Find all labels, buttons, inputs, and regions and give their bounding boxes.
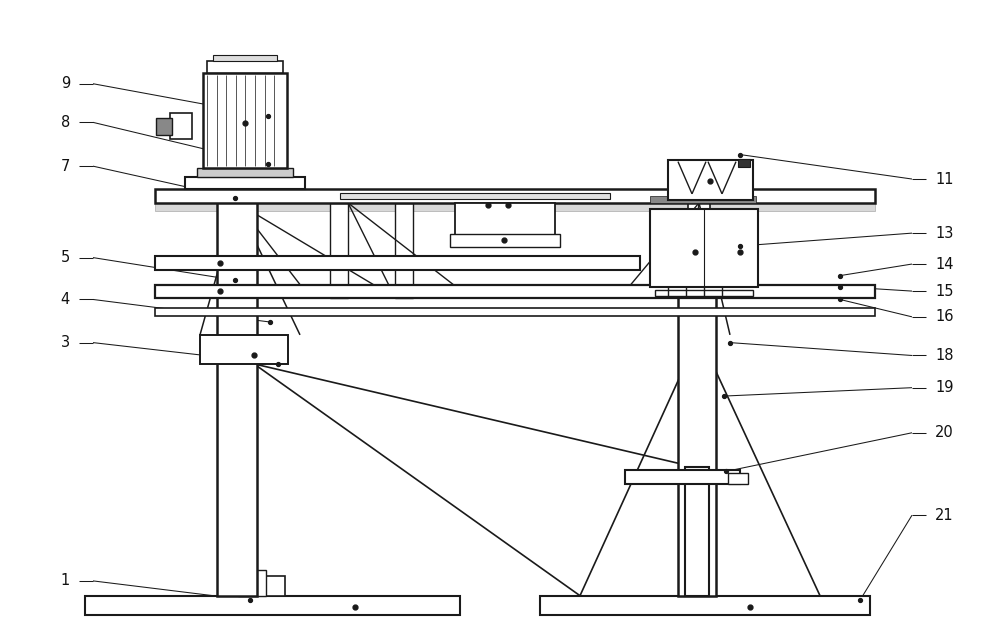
Text: 13: 13 <box>935 225 953 241</box>
Bar <box>220 576 285 596</box>
Bar <box>197 168 293 177</box>
Bar <box>213 55 277 61</box>
Bar <box>738 159 750 167</box>
Bar <box>450 234 560 247</box>
Text: 5: 5 <box>61 250 70 265</box>
Text: 9: 9 <box>61 76 70 91</box>
Bar <box>238 570 266 596</box>
Bar <box>688 203 710 298</box>
Bar <box>203 73 287 168</box>
Text: 7: 7 <box>61 158 70 174</box>
Bar <box>185 177 305 189</box>
Bar <box>155 285 875 298</box>
Bar <box>455 203 555 235</box>
Bar <box>650 196 756 203</box>
Bar <box>207 61 283 73</box>
Bar <box>678 274 716 596</box>
Bar <box>155 203 875 211</box>
Text: 16: 16 <box>935 309 954 325</box>
Text: 18: 18 <box>935 348 954 363</box>
Bar <box>217 194 257 596</box>
Text: 8: 8 <box>61 115 70 130</box>
Bar <box>155 308 875 316</box>
Text: 20: 20 <box>935 425 954 440</box>
Bar <box>625 470 740 484</box>
Bar <box>85 596 460 615</box>
Bar <box>170 113 192 139</box>
Text: 1: 1 <box>61 573 70 589</box>
Bar <box>155 189 875 203</box>
Bar <box>200 335 288 364</box>
Bar <box>540 596 870 615</box>
Text: 11: 11 <box>935 171 954 187</box>
Text: 19: 19 <box>935 380 954 395</box>
Text: 14: 14 <box>935 256 954 272</box>
Text: 15: 15 <box>935 283 954 299</box>
Bar <box>227 203 245 298</box>
Bar <box>685 467 709 596</box>
Bar <box>340 193 610 199</box>
Bar <box>156 118 172 135</box>
Bar <box>668 160 753 200</box>
Bar <box>155 256 640 270</box>
Bar <box>395 203 413 298</box>
Text: 21: 21 <box>935 507 954 523</box>
Bar <box>655 290 753 296</box>
Text: 4: 4 <box>61 292 70 307</box>
Bar <box>650 209 758 287</box>
Text: 3: 3 <box>61 335 70 350</box>
Bar <box>330 203 348 298</box>
Bar <box>728 473 748 484</box>
